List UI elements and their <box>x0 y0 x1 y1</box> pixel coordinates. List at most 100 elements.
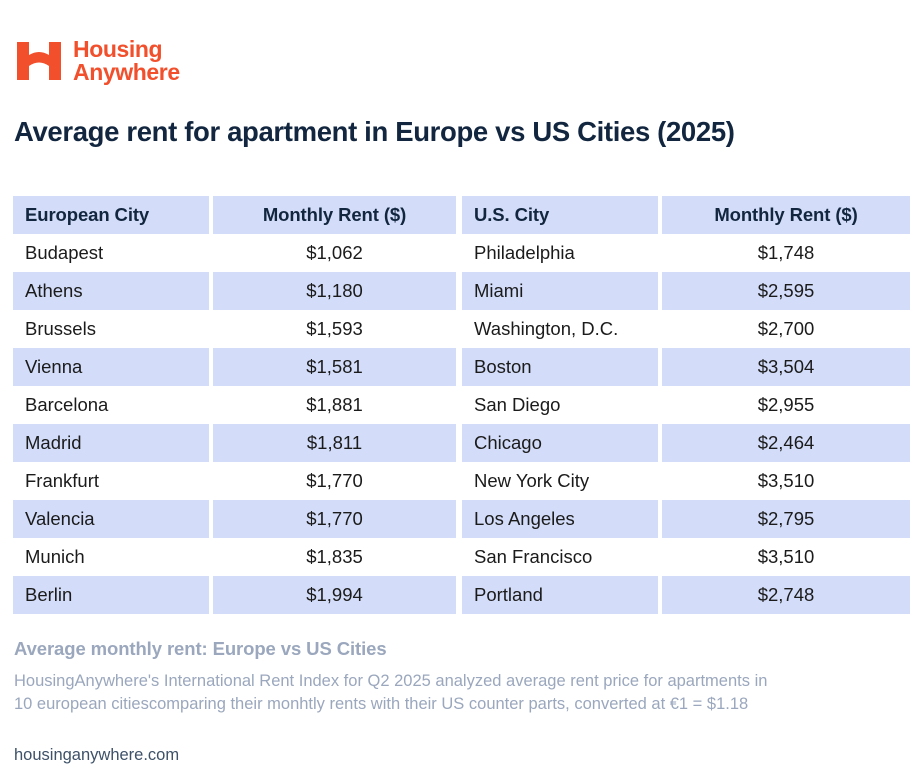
column-gap <box>209 234 213 272</box>
cell-us-city: San Francisco <box>462 538 658 576</box>
footer-description: HousingAnywhere's International Rent Ind… <box>14 670 899 716</box>
cell-us-rent: $2,700 <box>662 310 910 348</box>
column-gap <box>658 386 662 424</box>
footer-heading: Average monthly rent: Europe vs US Citie… <box>14 638 387 659</box>
rent-comparison-table: European City Monthly Rent ($) U.S. City… <box>13 196 910 614</box>
table-header-row: European City Monthly Rent ($) U.S. City… <box>13 196 910 234</box>
column-gap <box>456 462 462 500</box>
footer-website-url[interactable]: housinganywhere.com <box>14 746 180 764</box>
column-gap <box>658 272 662 310</box>
cell-us-city: Los Angeles <box>462 500 658 538</box>
table-row: Barcelona $1,881 San Diego $2,955 <box>13 386 910 424</box>
cell-us-city: Portland <box>462 576 658 614</box>
cell-european-city: Budapest <box>13 234 209 272</box>
column-gap <box>209 538 213 576</box>
cell-us-city: New York City <box>462 462 658 500</box>
cell-us-rent: $2,795 <box>662 500 910 538</box>
column-header-us-city: U.S. City <box>462 196 658 234</box>
column-gap <box>658 348 662 386</box>
cell-european-city: Barcelona <box>13 386 209 424</box>
cell-us-rent: $3,510 <box>662 462 910 500</box>
housing-anywhere-logo-icon <box>17 42 61 80</box>
cell-european-city: Frankfurt <box>13 462 209 500</box>
column-gap <box>658 310 662 348</box>
cell-european-city: Brussels <box>13 310 209 348</box>
cell-european-rent: $1,770 <box>213 500 456 538</box>
column-gap <box>658 500 662 538</box>
cell-european-rent: $1,811 <box>213 424 456 462</box>
cell-us-city: Washington, D.C. <box>462 310 658 348</box>
column-gap <box>456 500 462 538</box>
cell-european-rent: $1,770 <box>213 462 456 500</box>
page-title: Average rent for apartment in Europe vs … <box>14 116 735 147</box>
column-gap <box>658 234 662 272</box>
column-header-us-rent: Monthly Rent ($) <box>662 196 910 234</box>
column-gap <box>209 196 213 234</box>
cell-us-city: Chicago <box>462 424 658 462</box>
cell-european-rent: $1,581 <box>213 348 456 386</box>
cell-european-rent: $1,062 <box>213 234 456 272</box>
column-gap <box>209 462 213 500</box>
column-gap <box>658 196 662 234</box>
cell-european-rent: $1,180 <box>213 272 456 310</box>
cell-us-rent: $2,464 <box>662 424 910 462</box>
cell-european-rent: $1,881 <box>213 386 456 424</box>
table-body: Budapest $1,062 Philadelphia $1,748 Athe… <box>13 234 910 614</box>
cell-us-city: Miami <box>462 272 658 310</box>
table-row: Madrid $1,811 Chicago $2,464 <box>13 424 910 462</box>
cell-us-rent: $3,504 <box>662 348 910 386</box>
column-gap <box>209 424 213 462</box>
cell-european-city: Athens <box>13 272 209 310</box>
column-gap <box>658 424 662 462</box>
column-gap <box>209 348 213 386</box>
cell-us-rent: $2,595 <box>662 272 910 310</box>
footer-description-line1: HousingAnywhere's International Rent Ind… <box>14 672 768 690</box>
cell-us-rent: $3,510 <box>662 538 910 576</box>
column-gap <box>456 348 462 386</box>
column-gap <box>658 538 662 576</box>
column-gap <box>456 576 462 614</box>
cell-european-rent: $1,994 <box>213 576 456 614</box>
table-row: Athens $1,180 Miami $2,595 <box>13 272 910 310</box>
column-gap <box>209 500 213 538</box>
column-gap <box>209 576 213 614</box>
column-gap <box>456 272 462 310</box>
cell-european-rent: $1,593 <box>213 310 456 348</box>
column-gap <box>209 386 213 424</box>
table-row: Brussels $1,593 Washington, D.C. $2,700 <box>13 310 910 348</box>
column-gap <box>456 424 462 462</box>
column-gap <box>658 462 662 500</box>
table-row: Budapest $1,062 Philadelphia $1,748 <box>13 234 910 272</box>
cell-european-city: Madrid <box>13 424 209 462</box>
cell-us-city: Boston <box>462 348 658 386</box>
column-gap <box>209 272 213 310</box>
cell-us-rent: $2,748 <box>662 576 910 614</box>
cell-european-city: Valencia <box>13 500 209 538</box>
cell-us-rent: $2,955 <box>662 386 910 424</box>
column-header-european-rent: Monthly Rent ($) <box>213 196 456 234</box>
cell-us-rent: $1,748 <box>662 234 910 272</box>
cell-european-city: Munich <box>13 538 209 576</box>
brand-logo: Housing Anywhere <box>14 38 180 84</box>
cell-us-city: Philadelphia <box>462 234 658 272</box>
brand-wordmark: Housing Anywhere <box>73 38 180 83</box>
cell-us-city: San Diego <box>462 386 658 424</box>
brand-name-line1: Housing <box>73 36 163 63</box>
brand-name-line2: Anywhere <box>73 59 180 85</box>
column-gap <box>456 386 462 424</box>
cell-european-rent: $1,835 <box>213 538 456 576</box>
column-gap <box>456 310 462 348</box>
table-row: Frankfurt $1,770 New York City $3,510 <box>13 462 910 500</box>
table-row: Vienna $1,581 Boston $3,504 <box>13 348 910 386</box>
column-gap <box>456 234 462 272</box>
table-row: Berlin $1,994 Portland $2,748 <box>13 576 910 614</box>
table-header: European City Monthly Rent ($) U.S. City… <box>13 196 910 234</box>
column-gap <box>658 576 662 614</box>
column-gap <box>456 538 462 576</box>
table-row: Munich $1,835 San Francisco $3,510 <box>13 538 910 576</box>
cell-european-city: Vienna <box>13 348 209 386</box>
cell-european-city: Berlin <box>13 576 209 614</box>
table-row: Valencia $1,770 Los Angeles $2,795 <box>13 500 910 538</box>
column-header-european-city: European City <box>13 196 209 234</box>
footer-description-line2: 10 european citiescomparing their monhtl… <box>14 695 749 713</box>
